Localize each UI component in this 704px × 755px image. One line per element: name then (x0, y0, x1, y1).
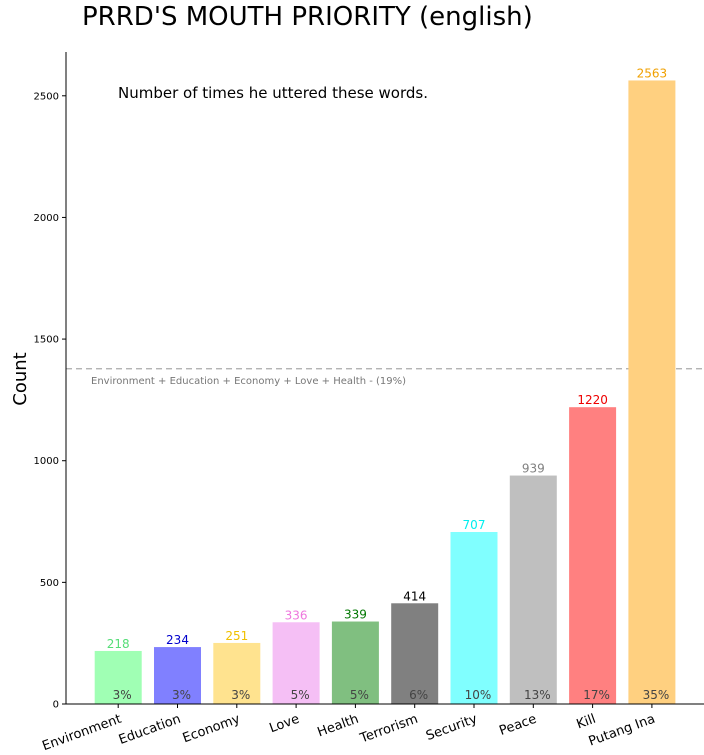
bar-putang-ina (628, 80, 676, 705)
x-tick-label: Environment (40, 712, 123, 754)
percent-label: 17% (583, 688, 610, 702)
y-tick-label: 1000 (34, 456, 59, 467)
x-tick-label: Education (117, 712, 183, 748)
percent-label: 13% (524, 688, 551, 702)
x-tick-label: Putang Ina (587, 712, 658, 750)
bar-love (272, 622, 320, 704)
bar-kill (569, 407, 617, 704)
x-tick-label: Health (316, 712, 361, 741)
bar-security (450, 531, 498, 704)
value-label: 218 (107, 637, 130, 651)
percent-label: 10% (465, 688, 492, 702)
bar-health (331, 621, 379, 704)
x-tick-label: Terrorism (357, 712, 420, 747)
bars-group: 218 3% 234 3% 251 3% 336 5% 339 5% 414 6% 707 10% 939 1… (94, 66, 676, 705)
value-label: 234 (166, 633, 189, 647)
x-tick-label: Kill (575, 712, 598, 733)
value-label: 336 (285, 608, 308, 622)
bar-economy (213, 642, 261, 704)
percent-label: 6% (409, 688, 428, 702)
x-tick-label: Security (424, 712, 480, 744)
percent-label: 5% (350, 688, 369, 702)
y-axis-label: Count (10, 352, 31, 405)
x-tick-label: Peace (497, 712, 538, 739)
y-tick-label: 1500 (34, 335, 59, 346)
percent-label: 3% (113, 688, 132, 702)
value-label: 707 (463, 518, 486, 532)
value-label: 1220 (577, 393, 608, 407)
chart-title: PRRD'S MOUTH PRIORITY (english) (82, 2, 533, 32)
percent-label: 35% (643, 688, 670, 702)
x-tick-label: Economy (181, 712, 243, 747)
reference-line-label: Environment + Education + Economy + Love… (91, 376, 406, 387)
y-axis-ticks: 0 500 1000 1500 2000 2500 (34, 91, 66, 711)
reference-line-group: Environment + Education + Economy + Love… (66, 368, 704, 387)
percent-label: 3% (231, 688, 250, 702)
value-label: 939 (522, 462, 545, 476)
bar-education (154, 647, 201, 704)
y-tick-label: 0 (53, 700, 59, 711)
y-tick-label: 2500 (34, 91, 59, 102)
percent-label: 5% (291, 688, 310, 702)
bar-terrorism (391, 603, 439, 704)
value-label: 339 (344, 608, 367, 622)
value-label: 251 (225, 629, 248, 643)
bar-environment (94, 650, 142, 704)
bar-peace (509, 475, 557, 704)
percent-label: 3% (172, 688, 191, 702)
y-tick-label: 2000 (34, 213, 59, 224)
value-label: 2563 (637, 66, 668, 80)
y-tick-label: 500 (40, 578, 59, 589)
value-label: 414 (403, 589, 426, 603)
x-tick-label: Love (268, 712, 302, 737)
chart-subtitle: Number of times he uttered these words. (118, 84, 428, 102)
